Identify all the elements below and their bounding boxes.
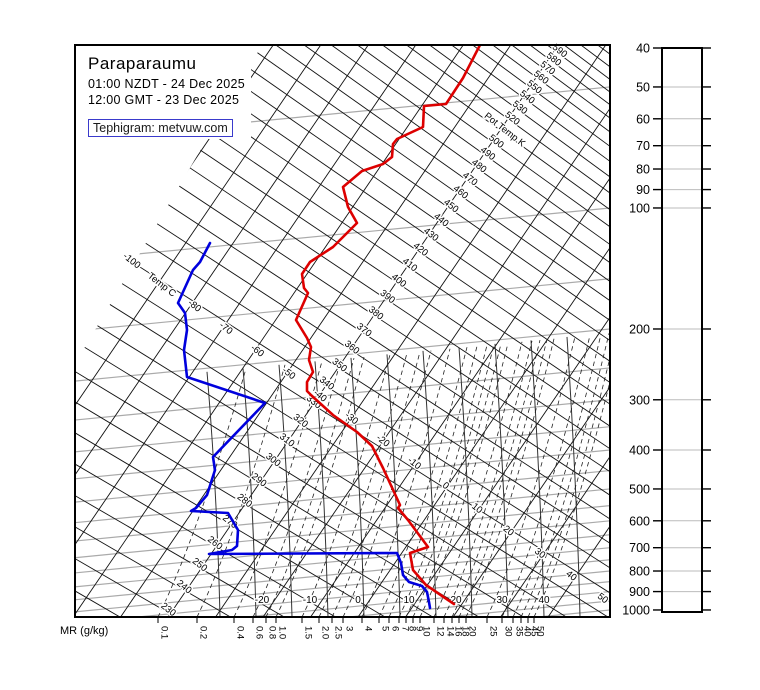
mr-tick-label: 5 [380,626,391,631]
pressure-axis: 40 50 60 70 80 90 100 200 300 400 500 600 700 800 900 1… [622,42,711,617]
mr-tick-label: 7 [400,626,411,631]
pressure-tick-label: 800 [629,565,650,579]
pressure-tick-label: 1000 [622,603,650,617]
pressure-tick-label: 70 [636,139,650,153]
pressure-tick-label: 90 [636,183,650,197]
mr-tick-label: 0.8 [267,626,278,639]
pressure-tick-label: 600 [629,514,650,528]
grid-label: 40 [538,595,550,606]
mr-tick-label: 35 [514,626,525,637]
mr-tick-label: 0.1 [159,626,170,639]
pressure-tick-label: 100 [629,201,650,215]
isobar-lines [75,86,610,617]
mr-tick-label: 8 [407,626,418,631]
mr-tick-label: 2.0 [320,626,331,639]
mr-tick-label: 6 [390,626,401,631]
grid-label: -20 [255,595,270,606]
pressure-tick-label: 300 [629,393,650,407]
mr-tick-label: 12 [435,626,446,637]
mr-tick-label: 16 [453,626,464,637]
mr-tick-label: 18 [460,626,471,637]
pressure-tick-label: 700 [629,541,650,555]
mr-tick-label: 25 [488,626,499,637]
dewpoint-curve [176,241,432,610]
mr-tick-label: 3 [344,626,355,631]
pressure-tick-label: 500 [629,482,650,496]
grid-label: 10 [403,595,415,606]
pressure-tick-label: 80 [636,163,650,177]
mr-tick-label: 45 [529,626,540,637]
sounding-curves [176,46,481,610]
mr-tick-label: 1.5 [303,626,314,639]
mr-tick-label: 50 [535,626,546,637]
grid-label: 30 [496,595,508,606]
pressure-tick-label: 400 [629,444,650,458]
mr-tick-label: 0.2 [198,626,209,639]
pressure-tick-label: 900 [629,585,650,599]
utc-time: 12:00 GMT - 23 Dec 2025 [88,93,240,107]
mr-tick-label: 1.0 [277,626,288,639]
mr-tick-label: 4 [363,626,374,631]
mr-tick-label: 30 [503,626,514,637]
mr-tick-label: 20 [467,626,478,637]
mr-tick-label: 9 [414,626,425,631]
mr-tick-label: 40 [522,626,533,637]
pressure-tick-label: 40 [636,42,650,56]
grid-label: 20 [450,595,462,606]
pressure-tick-label: 60 [636,112,650,126]
grid-label: -10 [303,595,318,606]
station-name: Paraparaumu [88,54,197,73]
metvuw-link[interactable]: Tephigram: metvuw.com [88,119,233,137]
grid-label: 0 [355,595,361,606]
mr-tick-label: 14 [445,626,456,637]
pressure-tick-label: 200 [629,322,650,336]
mr-tick-label: 0.6 [254,626,265,639]
mixing-ratio-lines [157,332,610,617]
mr-tick-label: 0.4 [235,626,246,639]
temperature-curve [294,46,481,606]
local-time: 01:00 NZDT - 24 Dec 2025 [88,77,246,91]
wet-adiabat-lines [206,336,581,617]
pressure-tick-label: 50 [636,80,650,94]
mr-tick-label: 2.5 [333,626,344,639]
title-block: Paraparaumu 01:00 NZDT - 24 Dec 2025 12:… [86,52,252,139]
mr-tick-label: 10 [421,626,432,637]
mr-axis-title: MR (g/kg) [60,625,108,637]
